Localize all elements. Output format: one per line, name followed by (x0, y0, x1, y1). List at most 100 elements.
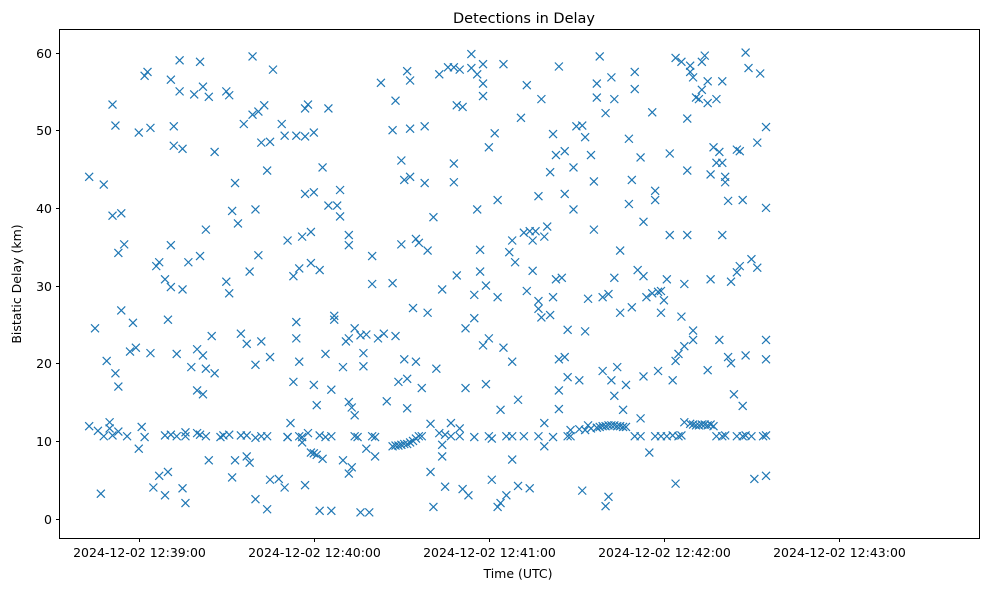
x-axis-label: Time (UTC) (482, 566, 552, 581)
data-point (627, 302, 637, 312)
data-point (641, 292, 651, 302)
data-point (405, 124, 415, 134)
data-point (280, 483, 290, 492)
data-point (440, 430, 450, 440)
data-point (154, 471, 164, 481)
data-point (350, 323, 360, 333)
data-point (315, 265, 325, 275)
data-point (455, 431, 465, 441)
data-point (592, 79, 602, 89)
data-point (706, 420, 716, 430)
data-point (624, 134, 634, 144)
data-point (411, 234, 421, 244)
data-point (455, 424, 465, 433)
data-point (134, 444, 144, 454)
data-point (574, 375, 584, 385)
data-point (99, 180, 109, 189)
data-point (604, 289, 613, 299)
data-point (525, 483, 535, 493)
data-point (709, 142, 718, 152)
data-point (653, 287, 663, 297)
data-point (125, 347, 135, 357)
data-point (531, 226, 540, 236)
data-point (309, 128, 319, 137)
data-point (344, 230, 354, 240)
data-point (554, 404, 564, 414)
data-point (338, 362, 348, 372)
data-point (601, 501, 610, 511)
data-point (583, 294, 593, 304)
data-point (265, 137, 275, 147)
data-point (484, 333, 494, 343)
data-point (210, 368, 220, 378)
data-point (338, 455, 348, 465)
data-point (569, 163, 578, 172)
data-point (542, 222, 552, 231)
data-point (630, 431, 640, 441)
data-point (560, 189, 570, 199)
data-point (137, 422, 147, 432)
data-point (630, 67, 640, 77)
data-point (668, 375, 678, 385)
data-point (181, 431, 190, 441)
data-point (560, 146, 570, 156)
data-point (563, 431, 573, 441)
data-point (466, 49, 476, 59)
data-point (472, 205, 482, 214)
data-point (116, 208, 126, 218)
data-point (294, 431, 304, 441)
data-point (361, 444, 371, 454)
data-point (175, 55, 185, 65)
data-point (344, 333, 354, 343)
data-point (671, 53, 681, 63)
data-point (108, 100, 117, 109)
x-axis-ticks: 2024-12-02 12:39:00 2024-12-02 12:40:00 20… (73, 538, 906, 560)
data-point (414, 238, 424, 248)
data-point (636, 413, 645, 423)
data-point (210, 147, 220, 157)
data-point (192, 385, 202, 395)
data-point (729, 389, 739, 399)
data-point (166, 282, 176, 292)
data-point (259, 100, 269, 110)
data-point (507, 357, 517, 367)
data-point (166, 240, 176, 250)
data-point (580, 425, 590, 435)
data-point (160, 490, 170, 500)
data-point (761, 354, 771, 364)
data-point (303, 428, 313, 438)
data-point (105, 424, 115, 433)
data-point (245, 458, 255, 468)
data-point (566, 431, 575, 441)
data-point (554, 385, 564, 395)
data-point (647, 107, 657, 117)
data-point (723, 196, 733, 206)
data-point (236, 329, 246, 339)
data-point (697, 85, 707, 95)
data-point (744, 63, 753, 73)
data-point (545, 310, 555, 320)
data-point (437, 452, 447, 461)
data-point (738, 401, 748, 411)
data-point (113, 248, 123, 258)
data-point (148, 483, 158, 492)
data-point (589, 225, 599, 235)
data-point (166, 430, 176, 440)
data-point (741, 351, 751, 360)
data-point (431, 364, 441, 374)
data-point (140, 71, 150, 81)
data-point (370, 432, 380, 442)
data-point (639, 372, 648, 381)
data-point (732, 267, 742, 277)
data-point (262, 166, 272, 176)
data-point (487, 434, 497, 443)
data-point (388, 278, 398, 288)
data-point (426, 467, 435, 477)
data-point (122, 431, 132, 441)
data-point (321, 432, 330, 442)
data-point (434, 428, 444, 438)
data-point (166, 75, 176, 85)
data-point (528, 236, 538, 245)
data-point (682, 166, 692, 176)
x-tick-label: 2024-12-02 12:39:00 (73, 545, 206, 560)
